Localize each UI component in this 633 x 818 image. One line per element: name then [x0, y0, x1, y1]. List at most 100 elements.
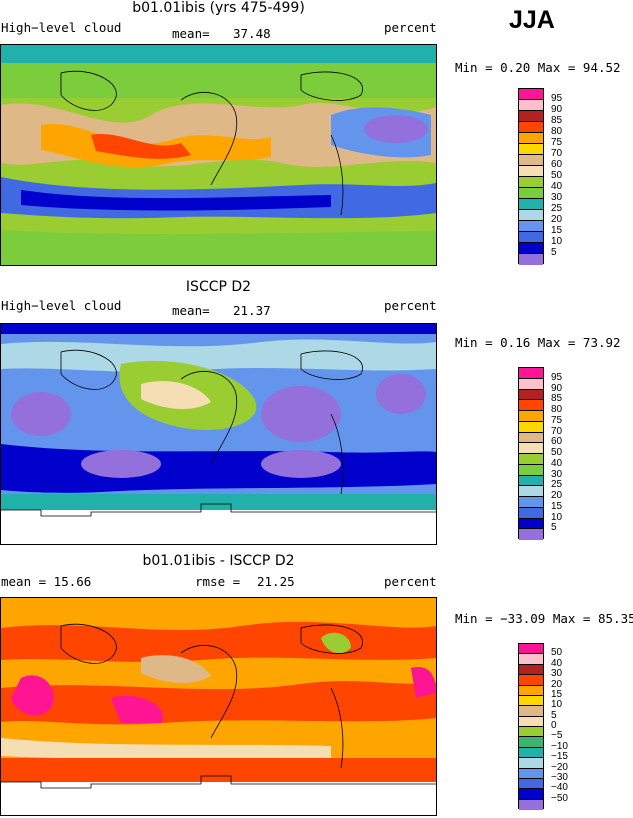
legend-swatch [519, 389, 543, 401]
legend-swatch [519, 232, 543, 243]
legend-swatch [519, 122, 543, 133]
panel-3-mean-text: mean = 15.66 [1, 574, 92, 589]
panel-3-legend [518, 643, 544, 810]
panel-1-legend [518, 88, 544, 265]
legend-swatch [519, 737, 543, 748]
legend-swatch [519, 199, 543, 210]
legend-label: 10 [551, 236, 563, 247]
legend-swatch [519, 685, 543, 696]
legend-label: 50 [551, 647, 563, 659]
season-label: JJA [509, 6, 555, 34]
legend-swatch [519, 654, 543, 665]
panel-3-units: percent [384, 574, 437, 589]
panel-3-title: b01.01ibis - ISCCP D2 [142, 553, 295, 569]
legend-swatch [519, 89, 543, 100]
legend-swatch [519, 747, 543, 759]
legend-swatch [519, 188, 543, 199]
legend-label: 95 [551, 371, 563, 383]
legend-label: 40 [551, 457, 563, 469]
legend-swatch [519, 177, 543, 188]
legend-label: 20 [551, 678, 563, 690]
panel-1-mean-value: 37.48 [233, 26, 271, 41]
legend-label: 5 [551, 247, 557, 258]
legend-label: −10 [551, 740, 568, 752]
panel-2-units: percent [384, 298, 437, 313]
legend-swatch [519, 400, 543, 411]
legend-swatch [519, 486, 543, 497]
legend-label: 75 [551, 414, 563, 426]
legend-label: 30 [551, 468, 563, 480]
legend-swatch [519, 518, 543, 530]
legend-swatch [519, 100, 543, 111]
legend-swatch [519, 133, 543, 144]
legend-label: 60 [551, 436, 563, 448]
legend-label: 95 [551, 93, 563, 104]
legend-label: 80 [551, 404, 563, 415]
legend-swatch [519, 706, 543, 717]
legend-label: 5 [551, 522, 557, 534]
legend-label: 70 [551, 148, 563, 159]
legend-swatch [519, 464, 543, 476]
legend-label: −20 [551, 761, 568, 773]
legend-swatch [519, 758, 543, 769]
legend-swatch [519, 144, 543, 155]
legend-swatch [519, 368, 543, 379]
panel-1-mean-label: mean= [172, 26, 210, 41]
legend-label: 20 [551, 214, 563, 225]
legend-label: 25 [551, 203, 563, 214]
legend-swatch [519, 411, 543, 422]
legend-swatch [519, 243, 543, 254]
legend-swatch [519, 254, 543, 265]
legend-swatch [519, 210, 543, 221]
legend-swatch [519, 768, 543, 779]
legend-label: −50 [551, 792, 568, 804]
legend-swatch [519, 799, 543, 810]
legend-swatch [519, 778, 543, 790]
legend-label: 90 [551, 104, 563, 115]
legend-label: 40 [551, 181, 563, 192]
legend-label: 5 [551, 709, 557, 721]
legend-label: −15 [551, 751, 568, 763]
legend-swatch [519, 378, 543, 390]
legend-label: 30 [551, 668, 563, 680]
legend-label: 80 [551, 126, 563, 137]
legend-label: 20 [551, 490, 563, 501]
panel-2-legend [518, 367, 544, 540]
panel-1-variable-label: High−level cloud [1, 20, 122, 35]
panel-2-title: ISCCP D2 [185, 279, 252, 295]
legend-label: 85 [551, 393, 563, 405]
legend-label: 10 [551, 511, 563, 523]
legend-label: 50 [551, 447, 563, 458]
legend-swatch [519, 475, 543, 487]
panel-2-mean-value: 21.37 [233, 303, 271, 318]
legend-swatch [519, 454, 543, 465]
legend-swatch [519, 664, 543, 676]
legend-swatch [519, 111, 543, 122]
legend-label: 25 [551, 479, 563, 491]
legend-swatch [519, 507, 543, 519]
legend-swatch [519, 155, 543, 166]
legend-label: 70 [551, 425, 563, 437]
legend-label: −40 [551, 782, 568, 794]
legend-swatch [519, 789, 543, 800]
panel-2-minmax: Min = 0.16 Max = 73.92 [455, 335, 621, 350]
panel-1-units: percent [384, 20, 437, 35]
panel-3-minmax: Min = −33.09 Max = 85.35 [455, 611, 633, 626]
legend-swatch [519, 727, 543, 738]
legend-label: 10 [551, 699, 563, 711]
panel-2-map [0, 323, 437, 545]
legend-swatch [519, 716, 543, 727]
legend-swatch [519, 221, 543, 232]
panel-1-map [0, 44, 437, 266]
legend-swatch [519, 695, 543, 707]
panel-3-rmse-value: 21.25 [257, 574, 295, 589]
legend-swatch [519, 497, 543, 508]
panel-1-minmax: Min = 0.20 Max = 94.52 [455, 60, 621, 75]
legend-swatch [519, 421, 543, 433]
panel-2-mean-label: mean= [172, 303, 210, 318]
legend-label: 75 [551, 137, 563, 148]
legend-label: 15 [551, 225, 563, 236]
legend-swatch [519, 644, 543, 655]
legend-swatch [519, 529, 543, 540]
panel-2-variable-label: High−level cloud [1, 298, 122, 313]
